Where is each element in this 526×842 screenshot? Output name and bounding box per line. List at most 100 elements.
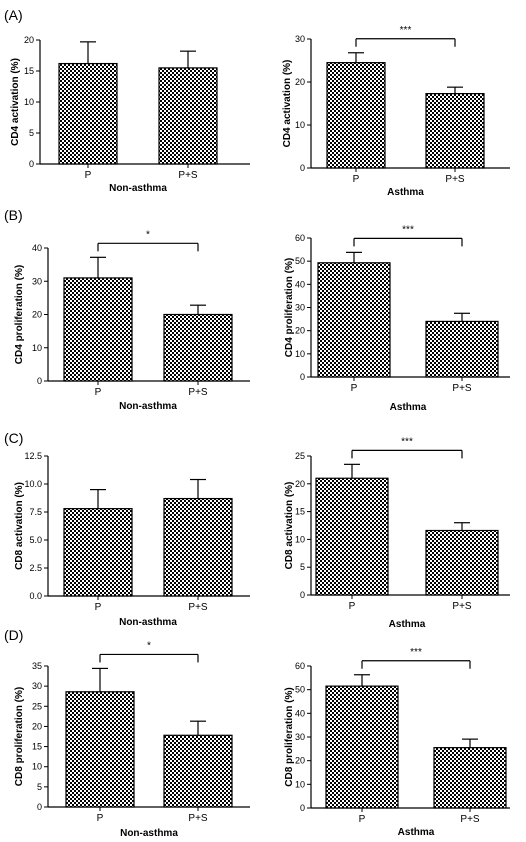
x-axis-label: Asthma: [390, 402, 427, 413]
category-label-P+S: P+S: [445, 174, 465, 185]
category-label-P+S: P+S: [460, 814, 480, 825]
y-axis-label: CD4 activation (%): [282, 60, 293, 148]
y-tick-label: 10: [295, 120, 305, 130]
charts: 0 5 10 15 20 P P+S Non-asthma CD4 activation (%)…: [10, 25, 510, 839]
y-tick-label: 5.0: [29, 535, 42, 545]
category-label-P: P: [95, 602, 102, 613]
y-tick-label: 60: [295, 661, 305, 671]
significance-label: ***: [402, 224, 414, 235]
category-label-P+S: P+S: [188, 602, 208, 613]
y-tick-label: 10: [295, 534, 305, 544]
y-tick-label: 15: [32, 742, 42, 752]
y-tick-label: 20: [32, 721, 42, 731]
y-tick-label: 7.5: [29, 507, 42, 517]
x-axis-label: Non-asthma: [120, 828, 178, 839]
y-tick-label: 0: [300, 163, 305, 173]
significance-label: *: [146, 229, 150, 240]
bar-P+S: [425, 93, 485, 169]
category-label-P: P: [359, 814, 366, 825]
y-tick-label: 35: [32, 661, 42, 671]
significance-label: *: [147, 640, 151, 651]
y-tick-label: 15: [295, 507, 305, 517]
chart-4: 0 10 20 30 40 50 60 P P+S *** Asthma CD4 proliferat…: [284, 224, 510, 413]
category-label-P+S: P+S: [452, 383, 472, 394]
y-tick-label: 10: [32, 762, 42, 772]
bar-P: [63, 277, 133, 382]
y-tick-label: 5: [37, 782, 42, 792]
y-tick-label: 5: [300, 562, 305, 572]
chart-1: 0 5 10 15 20 P P+S Non-asthma CD4 activation (%): [10, 35, 250, 194]
panel-label-b: (B): [4, 207, 23, 223]
y-tick-label: 25: [32, 701, 42, 711]
category-label-P: P: [95, 387, 102, 398]
significance-label: ***: [400, 25, 412, 36]
y-tick-label: 0.0: [29, 591, 42, 601]
category-label-P: P: [351, 383, 358, 394]
y-axis-label: CD8 proliferation (%): [14, 687, 25, 786]
category-label-P+S: P+S: [178, 170, 198, 181]
chart-6: 0 5 10 15 20 25 P P+S *** Asthma CD8 activation (%…: [284, 436, 510, 630]
category-label-P+S: P+S: [452, 601, 472, 612]
panel-label-a: (A): [4, 7, 23, 23]
y-tick-label: 60: [295, 233, 305, 243]
x-axis-label: Asthma: [389, 619, 426, 630]
y-axis-label: CD8 proliferation (%): [284, 687, 295, 786]
chart-3: 0 10 20 30 40 P P+S * Non-asthma CD4 proliferatio…: [14, 229, 250, 412]
y-tick-label: 25: [295, 451, 305, 461]
y-tick-label: 30: [32, 681, 42, 691]
y-tick-label: 0: [37, 802, 42, 812]
y-tick-label: 30: [32, 276, 42, 286]
bar-P+S: [425, 529, 499, 596]
y-axis-label: CD4 proliferation (%): [284, 258, 295, 357]
x-axis-label: Asthma: [398, 827, 435, 838]
y-tick-label: 10: [295, 349, 305, 359]
y-tick-label: 0: [300, 803, 305, 813]
x-axis-label: Non-asthma: [119, 401, 177, 412]
chart-8: 0 10 20 30 40 50 60 P P+S *** Asthma CD8 proliferat…: [284, 647, 510, 838]
bar-P+S: [425, 320, 499, 378]
category-label-P+S: P+S: [188, 813, 208, 824]
bar-P: [63, 508, 133, 597]
y-tick-label: 20: [24, 35, 34, 45]
x-axis-label: Non-asthma: [119, 617, 177, 628]
bar-P+S: [158, 67, 218, 165]
y-tick-label: 0: [37, 376, 42, 386]
y-axis-label: CD4 proliferation (%): [14, 265, 25, 364]
bar-P+S: [163, 497, 233, 597]
bar-P: [65, 691, 135, 808]
y-tick-label: 12.5: [24, 451, 42, 461]
category-label-P: P: [85, 170, 92, 181]
y-tick-label: 20: [295, 479, 305, 489]
y-tick-label: 0: [300, 372, 305, 382]
y-tick-label: 15: [24, 66, 34, 76]
bar-P: [58, 62, 118, 165]
category-label-P: P: [353, 174, 360, 185]
y-tick-label: 10: [295, 779, 305, 789]
bar-P+S: [433, 747, 507, 809]
bar-P: [325, 685, 399, 809]
chart-5: 0.0 2.5 5.0 7.5 10.0 12.5 P P+S Non-asthma CD8 ac…: [14, 451, 250, 628]
y-tick-label: 30: [295, 732, 305, 742]
y-tick-label: 50: [295, 685, 305, 695]
y-tick-label: 30: [295, 34, 305, 44]
y-tick-label: 40: [295, 279, 305, 289]
y-tick-label: 10: [32, 343, 42, 353]
y-tick-label: 0: [300, 590, 305, 600]
y-tick-label: 2.5: [29, 563, 42, 573]
bar-P: [326, 62, 386, 169]
y-axis-label: CD4 activation (%): [10, 58, 21, 146]
y-axis-label: CD8 activation (%): [284, 482, 295, 570]
bar-P: [317, 262, 391, 378]
y-tick-label: 10: [24, 97, 34, 107]
category-label-P: P: [349, 601, 356, 612]
chart-2: 0 10 20 30 P P+S *** Asthma CD4 activation (%): [282, 25, 510, 198]
y-tick-label: 20: [295, 77, 305, 87]
bar-P+S: [163, 734, 233, 808]
y-tick-label: 20: [32, 310, 42, 320]
category-label-P+S: P+S: [188, 387, 208, 398]
y-tick-label: 40: [295, 708, 305, 718]
y-tick-label: 30: [295, 303, 305, 313]
y-tick-label: 20: [295, 326, 305, 336]
y-tick-label: 20: [295, 756, 305, 766]
